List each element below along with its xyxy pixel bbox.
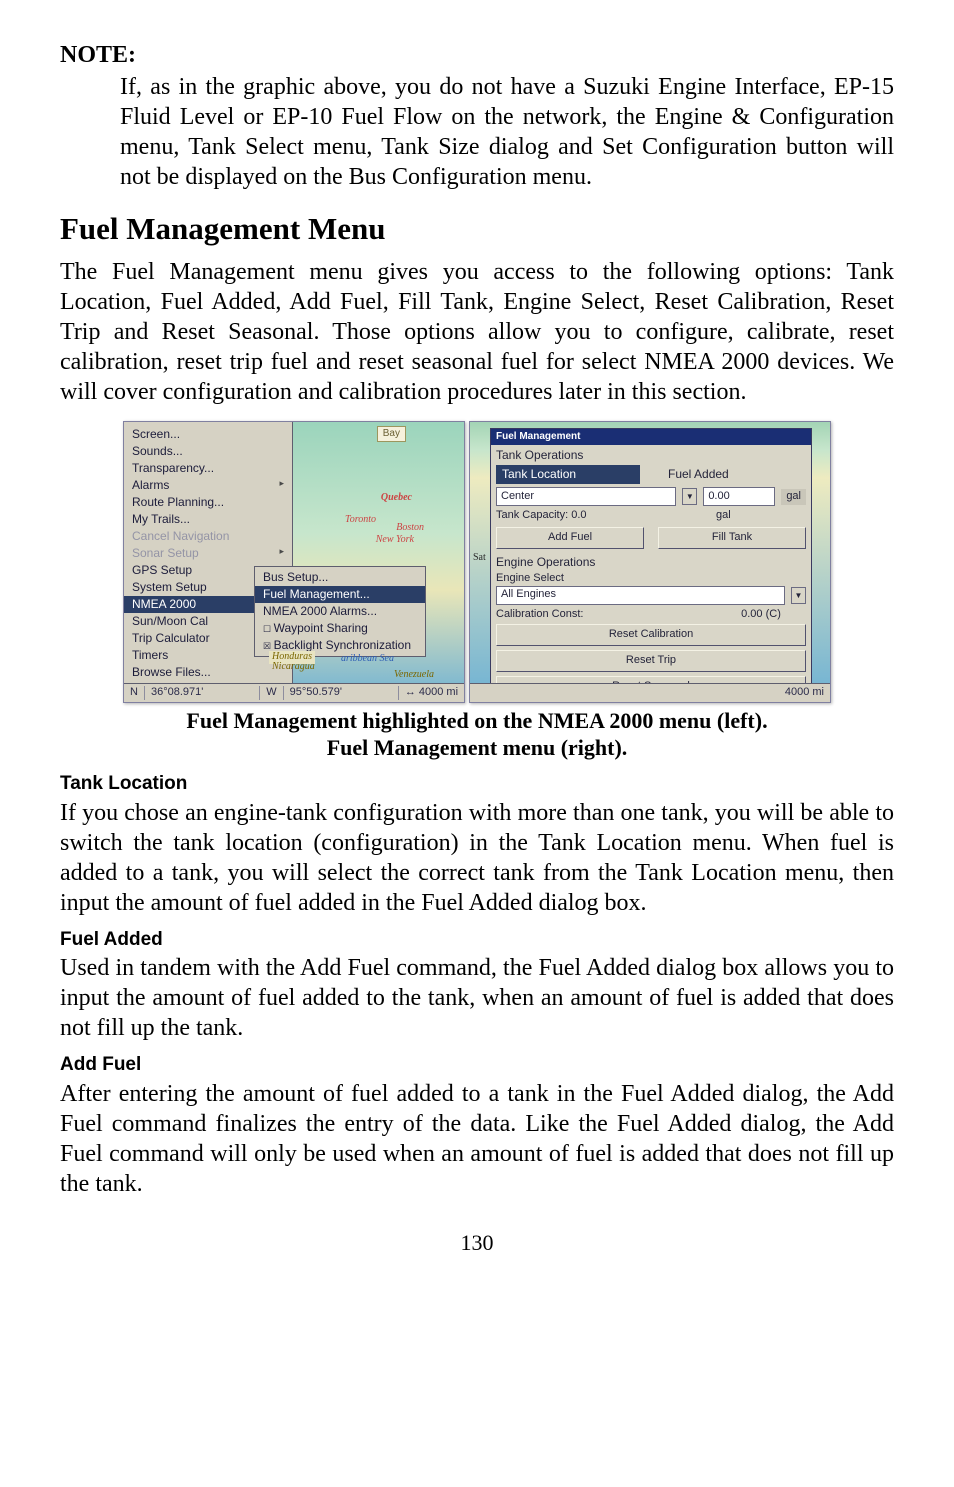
map-toronto: Toronto bbox=[345, 514, 376, 527]
menu-transparency[interactable]: Transparency... bbox=[124, 460, 292, 477]
map-nicaragua: Nicaragua bbox=[272, 661, 315, 674]
menu-browse-files[interactable]: Browse Files... bbox=[124, 664, 292, 681]
calibration-const-value: 0.00 (C) bbox=[716, 608, 806, 622]
menu-route-planning[interactable]: Route Planning... bbox=[124, 494, 292, 511]
status-bar: N 36°08.971' W 95°50.579' ↔ 4000 mi bbox=[124, 683, 464, 702]
status-w: W bbox=[260, 686, 283, 700]
note-label: NOTE: bbox=[60, 40, 894, 70]
add-fuel-body: After entering the amount of fuel added … bbox=[60, 1079, 894, 1199]
engine-select-dropdown[interactable]: All Engines bbox=[496, 586, 785, 605]
tank-capacity-label: Tank Capacity: 0.0 bbox=[496, 509, 710, 523]
menu-screen[interactable]: Screen... bbox=[124, 426, 292, 443]
tank-location-select[interactable]: Center bbox=[496, 487, 676, 506]
sub-waypoint-sharing-label: Waypoint Sharing bbox=[274, 621, 368, 635]
menu-cancel-navigation: Cancel Navigation bbox=[124, 528, 292, 545]
sub-fuel-management[interactable]: Fuel Management... bbox=[255, 586, 425, 603]
add-fuel-button[interactable]: Add Fuel bbox=[496, 527, 644, 549]
figure-caption: Fuel Management highlighted on the NMEA … bbox=[60, 707, 894, 762]
dialog-title: Fuel Management bbox=[491, 429, 811, 446]
fuel-added-input[interactable]: 0.00 bbox=[703, 487, 775, 506]
fuel-added-heading: Fuel Added bbox=[662, 465, 806, 484]
menu-alarms[interactable]: Alarms bbox=[124, 477, 292, 494]
reset-calibration-button[interactable]: Reset Calibration bbox=[496, 624, 806, 646]
sub-bus-setup[interactable]: Bus Setup... bbox=[255, 569, 425, 586]
menu-my-trails[interactable]: My Trails... bbox=[124, 511, 292, 528]
nmea-submenu: Bus Setup... Fuel Management... NMEA 200… bbox=[254, 566, 426, 657]
section-intro: The Fuel Management menu gives you acces… bbox=[60, 257, 894, 407]
right-screenshot: Sat Fuel Management Tank Operations Tank… bbox=[469, 421, 831, 703]
status-lat: 36°08.971' bbox=[145, 686, 260, 700]
map-caribbean: aribbean Sea bbox=[341, 653, 394, 666]
fuel-added-heading-text: Fuel Added bbox=[60, 928, 894, 952]
tank-location-body: If you chose an engine-tank configuratio… bbox=[60, 798, 894, 918]
map-venezuela: Venezuela bbox=[394, 669, 434, 682]
add-fuel-heading: Add Fuel bbox=[60, 1053, 894, 1077]
note-body: If, as in the graphic above, you do not … bbox=[120, 72, 894, 192]
status-dist: ↔ 4000 mi bbox=[399, 686, 464, 700]
sat-strip: Sat bbox=[473, 552, 486, 565]
tank-operations-label: Tank Operations bbox=[496, 448, 806, 463]
status-lon: 95°50.579' bbox=[284, 686, 399, 700]
right-status: 4000 mi bbox=[470, 683, 830, 702]
sub-backlight-sync-label: Backlight Synchronization bbox=[274, 638, 411, 652]
section-heading: Fuel Management Menu bbox=[60, 210, 894, 249]
left-screenshot: Bay Screen... Sounds... Transparency... … bbox=[123, 421, 465, 703]
dropdown-arrow-icon-2[interactable]: ▼ bbox=[791, 587, 806, 604]
figure-row: Bay Screen... Sounds... Transparency... … bbox=[60, 421, 894, 703]
menu-sounds[interactable]: Sounds... bbox=[124, 443, 292, 460]
fuel-management-dialog: Fuel Management Tank Operations Tank Loc… bbox=[490, 428, 812, 684]
menu-sonar-setup: Sonar Setup bbox=[124, 545, 292, 562]
bay-label: Bay bbox=[377, 426, 406, 443]
tank-location-heading: Tank Location bbox=[60, 772, 894, 796]
engine-operations-label: Engine Operations bbox=[496, 555, 806, 570]
status-n: N bbox=[124, 686, 145, 700]
sub-nmea-alarms[interactable]: NMEA 2000 Alarms... bbox=[255, 603, 425, 620]
map-quebec: Quebec bbox=[381, 492, 412, 505]
tank-location-highlight[interactable]: Tank Location bbox=[496, 465, 640, 484]
gal-label-2: gal bbox=[716, 509, 806, 523]
map-boston: Boston bbox=[396, 522, 424, 535]
sub-waypoint-sharing[interactable]: ☐ Waypoint Sharing bbox=[255, 620, 425, 637]
calibration-const-label: Calibration Const: bbox=[496, 608, 710, 622]
fuel-added-body: Used in tandem with the Add Fuel command… bbox=[60, 953, 894, 1043]
right-dist: 4000 mi bbox=[779, 686, 830, 700]
gal-label: gal bbox=[781, 489, 806, 505]
dropdown-arrow-icon[interactable]: ▼ bbox=[682, 488, 697, 505]
map-newyork: New York bbox=[376, 534, 414, 547]
fill-tank-button[interactable]: Fill Tank bbox=[658, 527, 806, 549]
page-number: 130 bbox=[60, 1229, 894, 1257]
reset-trip-button[interactable]: Reset Trip bbox=[496, 650, 806, 672]
engine-select-label: Engine Select bbox=[496, 572, 806, 586]
